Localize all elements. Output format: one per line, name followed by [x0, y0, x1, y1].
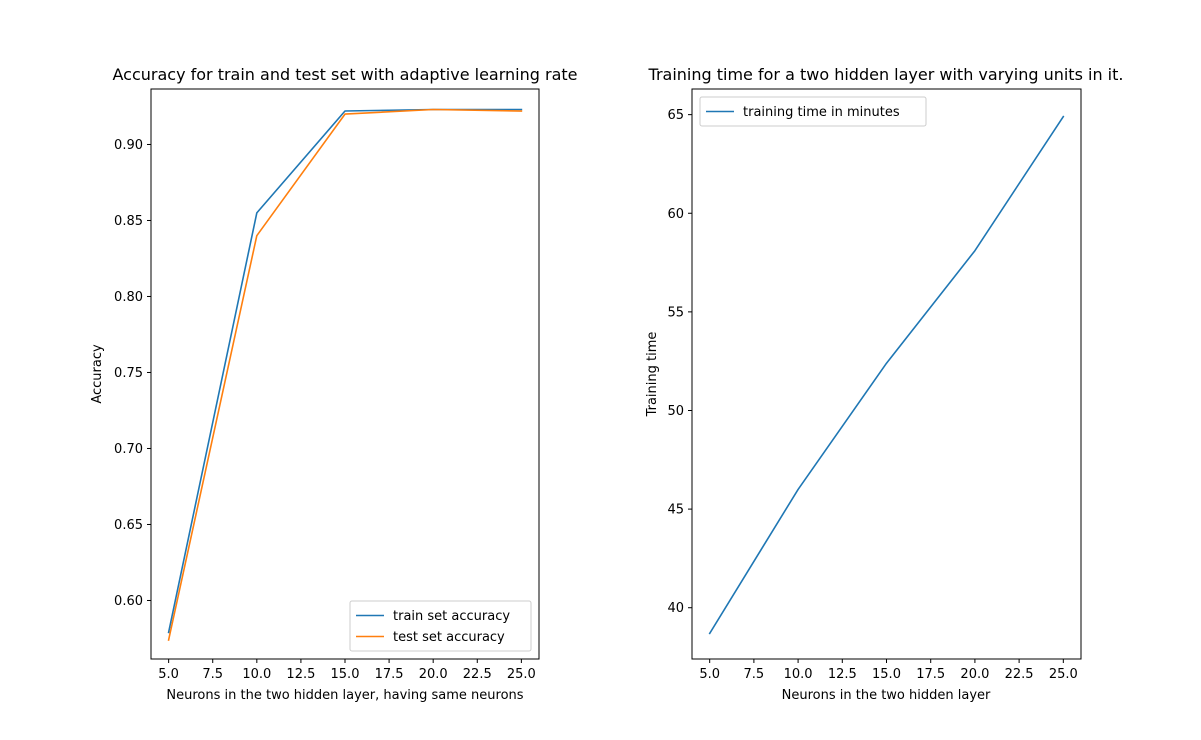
x-tick-label: 12.5 — [828, 667, 857, 682]
y-axis-label: Accuracy — [90, 344, 105, 404]
legend-label: test set accuracy — [393, 630, 505, 645]
y-tick-label: 55 — [667, 305, 684, 320]
y-tick-label: 40 — [667, 601, 684, 616]
y-tick-label: 0.85 — [114, 214, 143, 229]
x-tick-label: 7.5 — [744, 667, 765, 682]
legend-box — [699, 96, 927, 127]
legend: training time in minutes — [699, 96, 927, 127]
x-tick-label: 25.0 — [507, 667, 536, 682]
x-axis-label: Neurons in the two hidden layer, having … — [166, 688, 523, 703]
y-tick-label: 65 — [667, 108, 684, 123]
accuracy-chart: Accuracy for train and test set with ada… — [90, 65, 578, 703]
x-axis-label: Neurons in the two hidden layer — [782, 688, 991, 703]
x-tick-label: 20.0 — [960, 667, 989, 682]
x-tick-label: 22.5 — [1005, 667, 1034, 682]
y-tick-label: 0.75 — [114, 366, 143, 381]
y-tick-label: 50 — [667, 404, 684, 419]
y-tick-label: 60 — [667, 207, 684, 222]
legend-box — [349, 600, 532, 652]
x-tick-label: 25.0 — [1049, 667, 1078, 682]
y-axis-label: Training time — [645, 332, 660, 418]
y-tick-label: 0.70 — [114, 442, 143, 457]
x-tick-label: 15.0 — [872, 667, 901, 682]
y-tick-label: 0.65 — [114, 518, 143, 533]
x-tick-label: 10.0 — [784, 667, 813, 682]
x-tick-label: 15.0 — [331, 667, 360, 682]
x-tick-label: 22.5 — [463, 667, 492, 682]
y-tick-label: 45 — [667, 503, 684, 518]
x-tick-label: 20.0 — [419, 667, 448, 682]
y-tick-label: 0.90 — [114, 138, 143, 153]
series-line-test-set-accuracy — [167, 108, 523, 641]
y-tick-label: 0.60 — [114, 594, 143, 609]
legend: train set accuracy test set accuracy — [349, 600, 532, 652]
series-line-training-time-in-minutes — [708, 115, 1065, 635]
x-tick-label: 17.5 — [375, 667, 404, 682]
x-tick-label: 5.0 — [158, 667, 179, 682]
legend-label: training time in minutes — [743, 105, 900, 120]
x-tick-label: 17.5 — [916, 667, 945, 682]
x-tick-label: 10.0 — [242, 667, 271, 682]
legend-label: train set accuracy — [393, 609, 510, 624]
chart-title: Accuracy for train and test set with ada… — [112, 65, 577, 84]
x-tick-label: 12.5 — [286, 667, 315, 682]
y-tick-label: 0.80 — [114, 290, 143, 305]
x-tick-label: 7.5 — [202, 667, 223, 682]
chart-title: Training time for a two hidden layer wit… — [648, 65, 1124, 84]
x-tick-label: 5.0 — [699, 667, 720, 682]
training-time-chart: Training time for a two hidden layer wit… — [645, 65, 1123, 703]
